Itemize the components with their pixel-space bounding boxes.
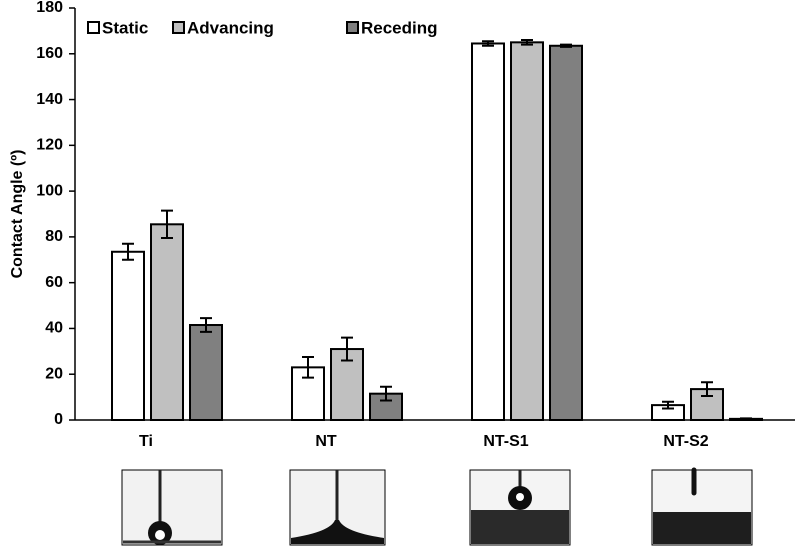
droplet-image — [289, 469, 386, 546]
error-bar — [521, 39, 533, 46]
y-tick-label: 100 — [36, 182, 63, 199]
error-bar — [560, 43, 572, 48]
droplet-image — [121, 469, 223, 546]
error-bar — [380, 385, 392, 402]
error-bar — [341, 336, 353, 362]
y-tick-label: 120 — [36, 137, 63, 154]
error-bar — [740, 417, 752, 421]
error-bar — [122, 242, 134, 261]
droplet-image — [469, 469, 571, 546]
x-tick-label: Ti — [139, 433, 153, 450]
x-tick-label: NT — [315, 433, 337, 450]
droplet-image — [651, 467, 753, 546]
legend-label: Advancing — [187, 18, 274, 37]
error-bar — [200, 317, 212, 333]
y-tick-label: 20 — [45, 365, 63, 382]
bar — [549, 44, 583, 422]
y-tick-label: 60 — [45, 274, 63, 291]
legend-swatch — [172, 21, 185, 34]
y-tick-label: 180 — [36, 0, 63, 16]
legend-swatch — [346, 21, 359, 34]
y-tick-label: 80 — [45, 228, 63, 245]
error-bar — [161, 209, 173, 240]
x-tick-label: NT-S2 — [663, 433, 708, 450]
bar — [471, 42, 505, 421]
bar — [189, 324, 223, 421]
legend-label: Static — [102, 18, 148, 37]
bar — [510, 41, 544, 421]
error-bar — [482, 40, 494, 47]
error-bar — [302, 356, 314, 379]
bar — [111, 250, 145, 421]
y-tick-label: 40 — [45, 320, 63, 337]
legend-label: Receding — [361, 18, 438, 37]
error-bar — [662, 400, 674, 410]
y-tick-label: 160 — [36, 45, 63, 62]
error-bar — [701, 381, 713, 397]
bar — [150, 223, 184, 421]
legend-swatch — [87, 21, 100, 34]
y-tick-label: 0 — [54, 411, 63, 428]
y-tick-label: 140 — [36, 91, 63, 108]
x-tick-label: NT-S1 — [483, 433, 528, 450]
y-axis-title: Contact Angle (º) — [9, 150, 26, 279]
